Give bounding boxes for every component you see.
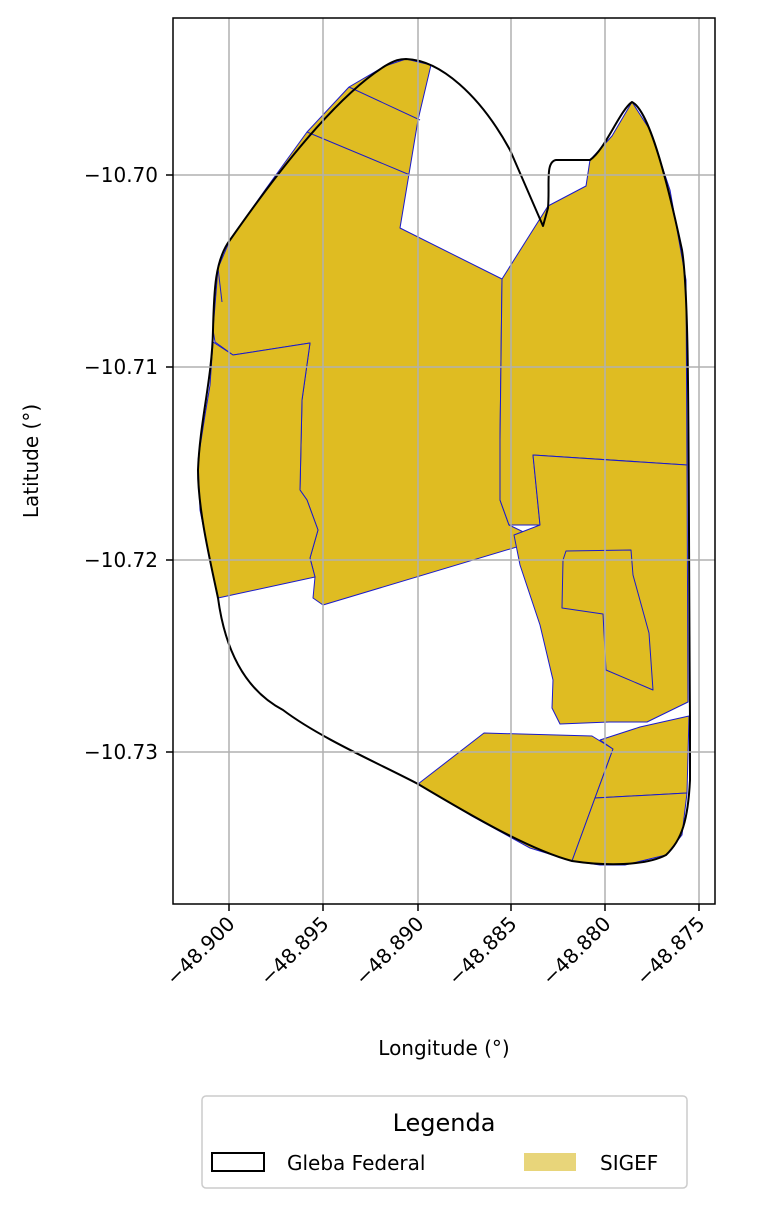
y-tick-label: −10.70 (84, 163, 158, 187)
x-tick-label: −48.895 (255, 912, 333, 990)
x-tick-label: −48.875 (631, 912, 709, 990)
y-tick-label: −10.72 (84, 548, 158, 572)
sigef-parcel-east (513, 454, 689, 725)
sigef-division-line (348, 86, 421, 121)
sigef-parcels (197, 58, 690, 866)
x-axis (228, 904, 700, 911)
x-tick-label: −48.880 (537, 912, 615, 990)
y-axis (166, 174, 173, 753)
x-tick-label: −48.885 (443, 912, 521, 990)
y-tick-label: −10.73 (84, 740, 158, 764)
y-tick-label: −10.71 (84, 355, 158, 379)
axes-frame (172, 17, 716, 905)
x-tick-label: −48.900 (161, 912, 239, 990)
x-axis-title: Longitude (°) (378, 1036, 509, 1060)
legend-swatch-gleba (211, 1152, 265, 1172)
legend: Legenda Gleba Federal SIGEF (201, 1095, 688, 1189)
y-axis-title: Latitude (°) (19, 404, 43, 518)
sigef-division-line (306, 131, 411, 176)
legend-label-sigef: SIGEF (600, 1151, 658, 1175)
grid (173, 18, 715, 904)
gleba-federal-boundary (197, 58, 691, 866)
x-tick-label: −48.890 (350, 912, 428, 990)
sigef-division-line (217, 267, 223, 303)
legend-swatch-sigef (524, 1153, 576, 1171)
legend-title: Legenda (393, 1109, 496, 1137)
legend-label-gleba: Gleba Federal (287, 1151, 425, 1175)
